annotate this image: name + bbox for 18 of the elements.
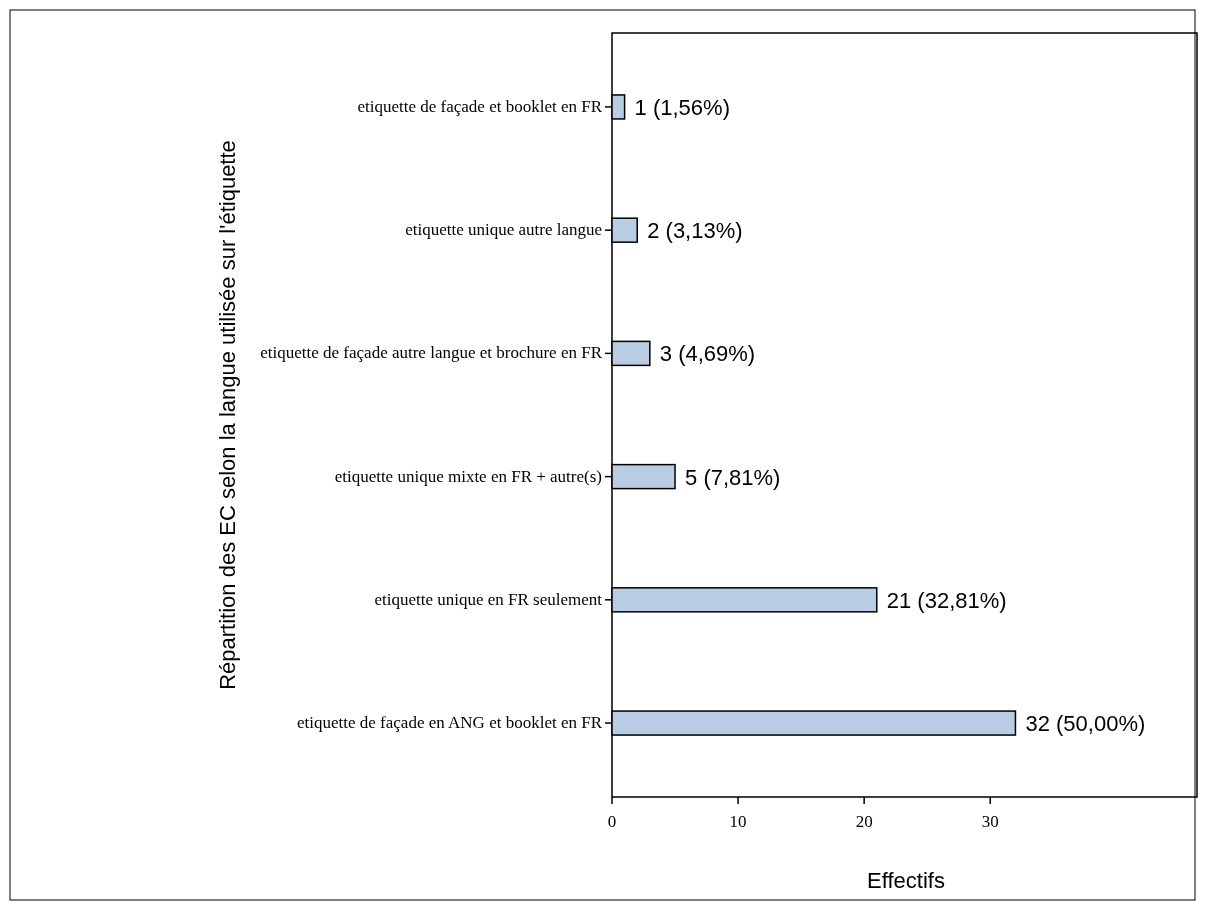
x-tick-label: 30 — [981, 812, 999, 831]
y-tick-label: etiquette unique autre langue — [405, 220, 602, 240]
data-label: 21 (32,81%) — [886, 587, 1007, 613]
data-label: 3 (4,69%) — [659, 341, 756, 367]
y-tick-label: etiquette de façade en ANG et booklet en FR — [297, 713, 603, 733]
y-axis-title: Répartition des EC selon la langue utilisée sur l'étiquette — [215, 140, 240, 690]
x-tick-label: 20 — [855, 812, 873, 831]
data-label: 1 (1,56%) — [634, 94, 730, 120]
y-tick-label: etiquette de façade et booklet en FR — [357, 96, 603, 116]
y-tick-label: etiquette de façade autre langue et brochure en FR — [260, 343, 603, 363]
data-label: 2 (3,13%) — [647, 218, 743, 244]
data-label: 5 (7,81%) — [685, 464, 781, 490]
y-tick-label: etiquette unique en FR seulement — [374, 589, 603, 609]
x-tick-label: 0 — [607, 812, 617, 831]
y-tick-label: etiquette unique mixte en FR + autre(s) — [334, 466, 602, 486]
x-tick-label: 10 — [729, 812, 747, 831]
data-label: 32 (50,00%) — [1025, 711, 1146, 737]
x-axis-title: Effectifs — [867, 868, 945, 893]
